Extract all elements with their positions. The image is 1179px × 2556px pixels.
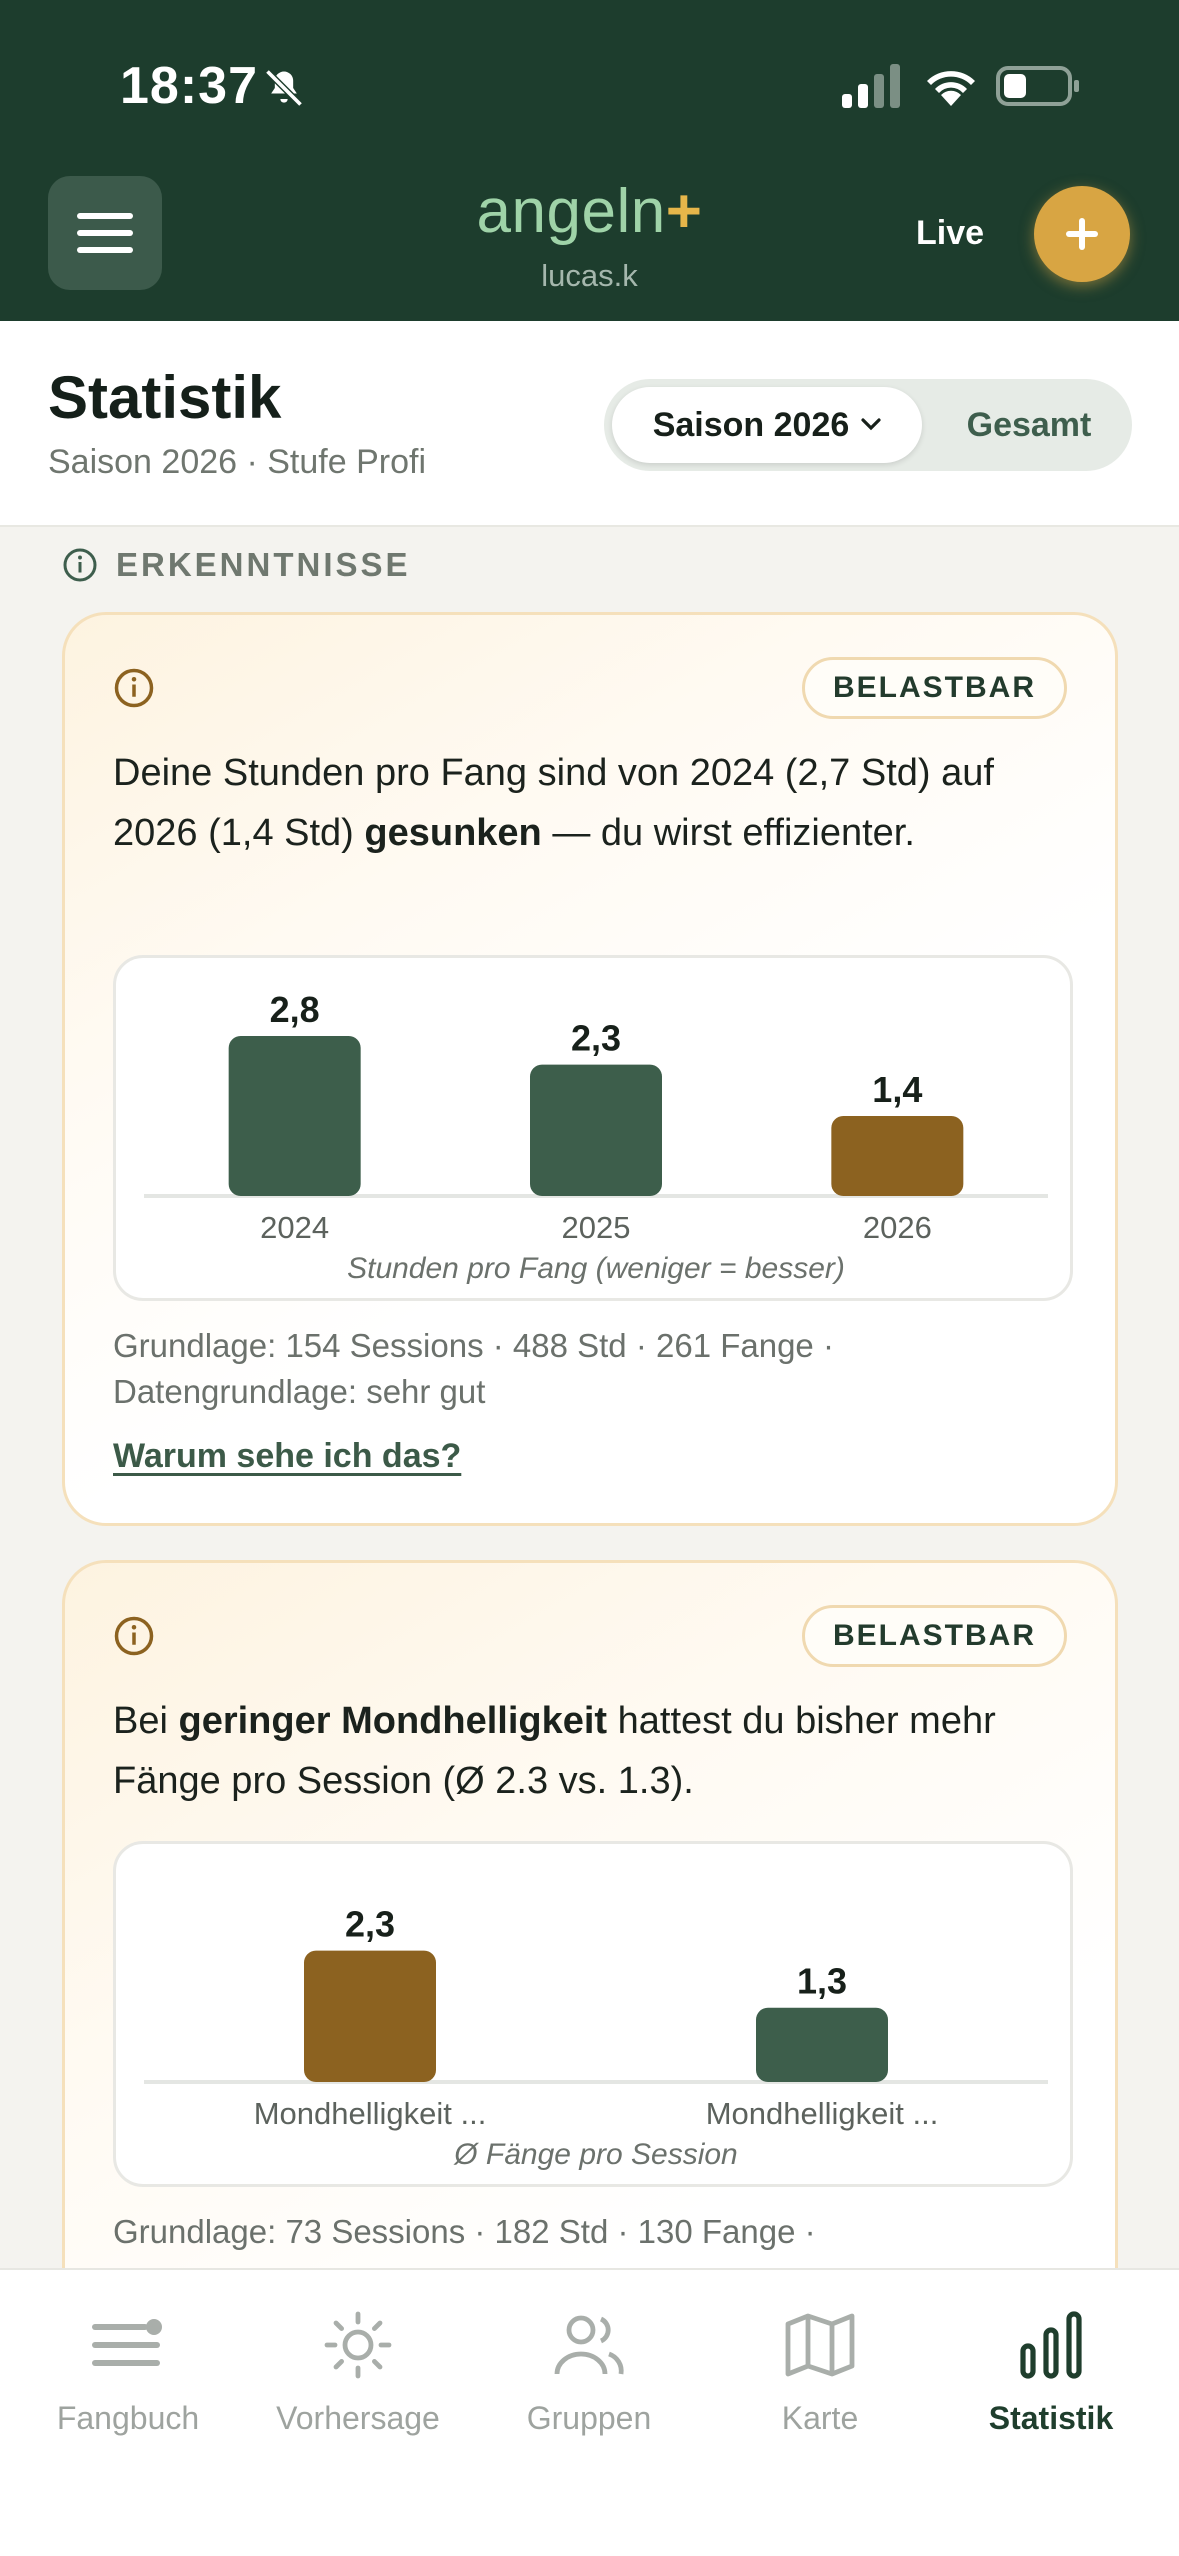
data-basis-line: Grundlage: 73 Sessions · 182 Std · 130 F…	[113, 2213, 816, 2250]
data-basis-line: Datengrundlage: sehr gut	[113, 1373, 486, 1410]
chart-category-label: 2024	[260, 1210, 329, 1245]
nav-label: Karte	[781, 2400, 859, 2436]
battery-icon	[996, 66, 1079, 106]
bar-chart-icon	[1020, 2311, 1082, 2379]
live-button[interactable]: Live	[916, 214, 985, 252]
reliability-badge: BELASTBAR	[802, 1605, 1067, 1667]
nav-label: Statistik	[988, 2400, 1114, 2436]
nav-label: Vorhersage	[276, 2400, 440, 2436]
insight-text-emphasis: geringer Mondhelligkeit	[178, 1700, 608, 1742]
chart-moon-brightness: 2,3 Mondhelligkeit ... 1,3 Mondhelligkeit .…	[113, 1841, 1073, 2187]
insight-text-part: Bei	[113, 1700, 179, 1742]
bar-chart: 2,3 Mondhelligkeit ... 1,3 Mondhelligkeit .…	[144, 1904, 1048, 2171]
users-icon	[554, 2315, 624, 2375]
info-icon	[63, 548, 97, 582]
nav-label: Fangbuch	[56, 2400, 200, 2436]
brand-logo: angeln+	[0, 176, 1179, 247]
menu-button[interactable]	[48, 176, 162, 290]
page-header: Statistik Saison 2026 · Stufe Profi Sais…	[0, 321, 1179, 527]
season-segmented-control: Saison 2026 Gesamt	[604, 379, 1132, 471]
chart-value-label: 1,4	[872, 1069, 922, 1110]
reliability-badge: BELASTBAR	[802, 657, 1067, 719]
chart-category-label: 2025	[562, 1210, 631, 1245]
user-name: lucas.k	[541, 258, 638, 293]
nav-item-karte[interactable]: Karte	[702, 2310, 938, 2437]
section-label: ERKENNTNISSE	[116, 546, 411, 583]
page-subtitle: Saison 2026 · Stufe Profi	[48, 443, 427, 481]
chart-axis-label: Stunden pro Fang (weniger = besser)	[347, 1252, 845, 1285]
chart-category-label: Mondhelligkeit ...	[706, 2096, 939, 2131]
chart-value-label: 1,3	[797, 1961, 847, 2002]
chart-bar	[530, 1064, 662, 1196]
brand-name: angeln	[476, 177, 666, 246]
brand-plus: +	[665, 177, 703, 246]
chart-value-label: 2,3	[571, 1018, 621, 1059]
insight-text-part: Deine Stunden pro Fang sind von 2024 (2,…	[113, 752, 994, 854]
app-header: 18:37 angeln+ lucas.k Live	[0, 0, 1179, 321]
segment-season-label: Saison 2026	[652, 405, 850, 444]
page-title: Statistik	[48, 364, 282, 431]
insight-text-part: — du wirst effizienter.	[541, 812, 915, 854]
bell-muted-icon	[265, 69, 303, 107]
chart-hours-per-catch: 2,8 2024 2,3 2025 1,4 2026 Stunden pro Fang (w…	[113, 955, 1073, 1301]
chart-bar	[831, 1116, 964, 1196]
info-icon	[114, 668, 154, 708]
chart-bar	[304, 1950, 436, 2082]
nav-item-vorhersage[interactable]: Vorhersage	[240, 2310, 476, 2437]
why-link[interactable]: Warum sehe ich das?	[113, 1437, 462, 1475]
insight-text-emphasis: gesunken	[364, 812, 542, 854]
nav-item-statistik[interactable]: Statistik	[933, 2310, 1169, 2437]
add-button[interactable]	[1034, 186, 1130, 282]
chart-category-label: 2026	[863, 1210, 932, 1245]
insight-text: Deine Stunden pro Fang sind von 2024 (2,…	[113, 743, 1073, 863]
list-icon	[92, 2319, 162, 2366]
nav-item-gruppen[interactable]: Gruppen	[471, 2310, 707, 2437]
section-header-insights: ERKENNTNISSE	[62, 546, 411, 584]
insight-text-part: hattest du bisher mehr Fänge pro Session…	[113, 1700, 996, 1802]
data-basis: Grundlage: 154 Sessions · 488 Std · 261 …	[113, 1323, 1073, 1415]
status-time: 18:37	[120, 57, 258, 115]
chart-value-label: 2,3	[345, 1904, 395, 1945]
chart-bar	[756, 2007, 888, 2082]
info-icon	[114, 1616, 154, 1656]
segment-season-dropdown[interactable]: Saison 2026	[612, 387, 922, 463]
bar-chart: 2,8 2024 2,3 2025 1,4 2026 Stunden pro Fang (w…	[144, 989, 1048, 1285]
chart-category-label: Mondhelligkeit ...	[254, 2096, 487, 2131]
chevron-down-icon	[861, 418, 881, 431]
chart-bar	[228, 1036, 361, 1196]
segment-total[interactable]: Gesamt	[966, 405, 1092, 444]
bottom-navigation: Fangbuch Vorhersage Gruppen Karte	[0, 2268, 1179, 2556]
wifi-icon	[927, 71, 975, 106]
hamburger-icon	[77, 213, 133, 253]
chart-value-label: 2,8	[270, 989, 320, 1030]
nav-label: Gruppen	[526, 2400, 652, 2436]
signal-icon	[842, 64, 900, 108]
insight-card: BELASTBAR Deine Stunden pro Fang sind vo…	[62, 612, 1118, 1526]
chart-axis-label: Ø Fänge pro Session	[453, 2138, 738, 2171]
plus-icon	[1066, 218, 1098, 250]
nav-item-fangbuch[interactable]: Fangbuch	[10, 2310, 246, 2437]
data-basis-line: Grundlage: 154 Sessions · 488 Std · 261 …	[113, 1327, 834, 1364]
sun-icon	[324, 2311, 392, 2379]
insight-text: Bei geringer Mondhelligkeit hattest du b…	[113, 1691, 1073, 1811]
map-icon	[785, 2313, 855, 2377]
data-basis: Grundlage: 73 Sessions · 182 Std · 130 F…	[113, 2209, 1073, 2255]
